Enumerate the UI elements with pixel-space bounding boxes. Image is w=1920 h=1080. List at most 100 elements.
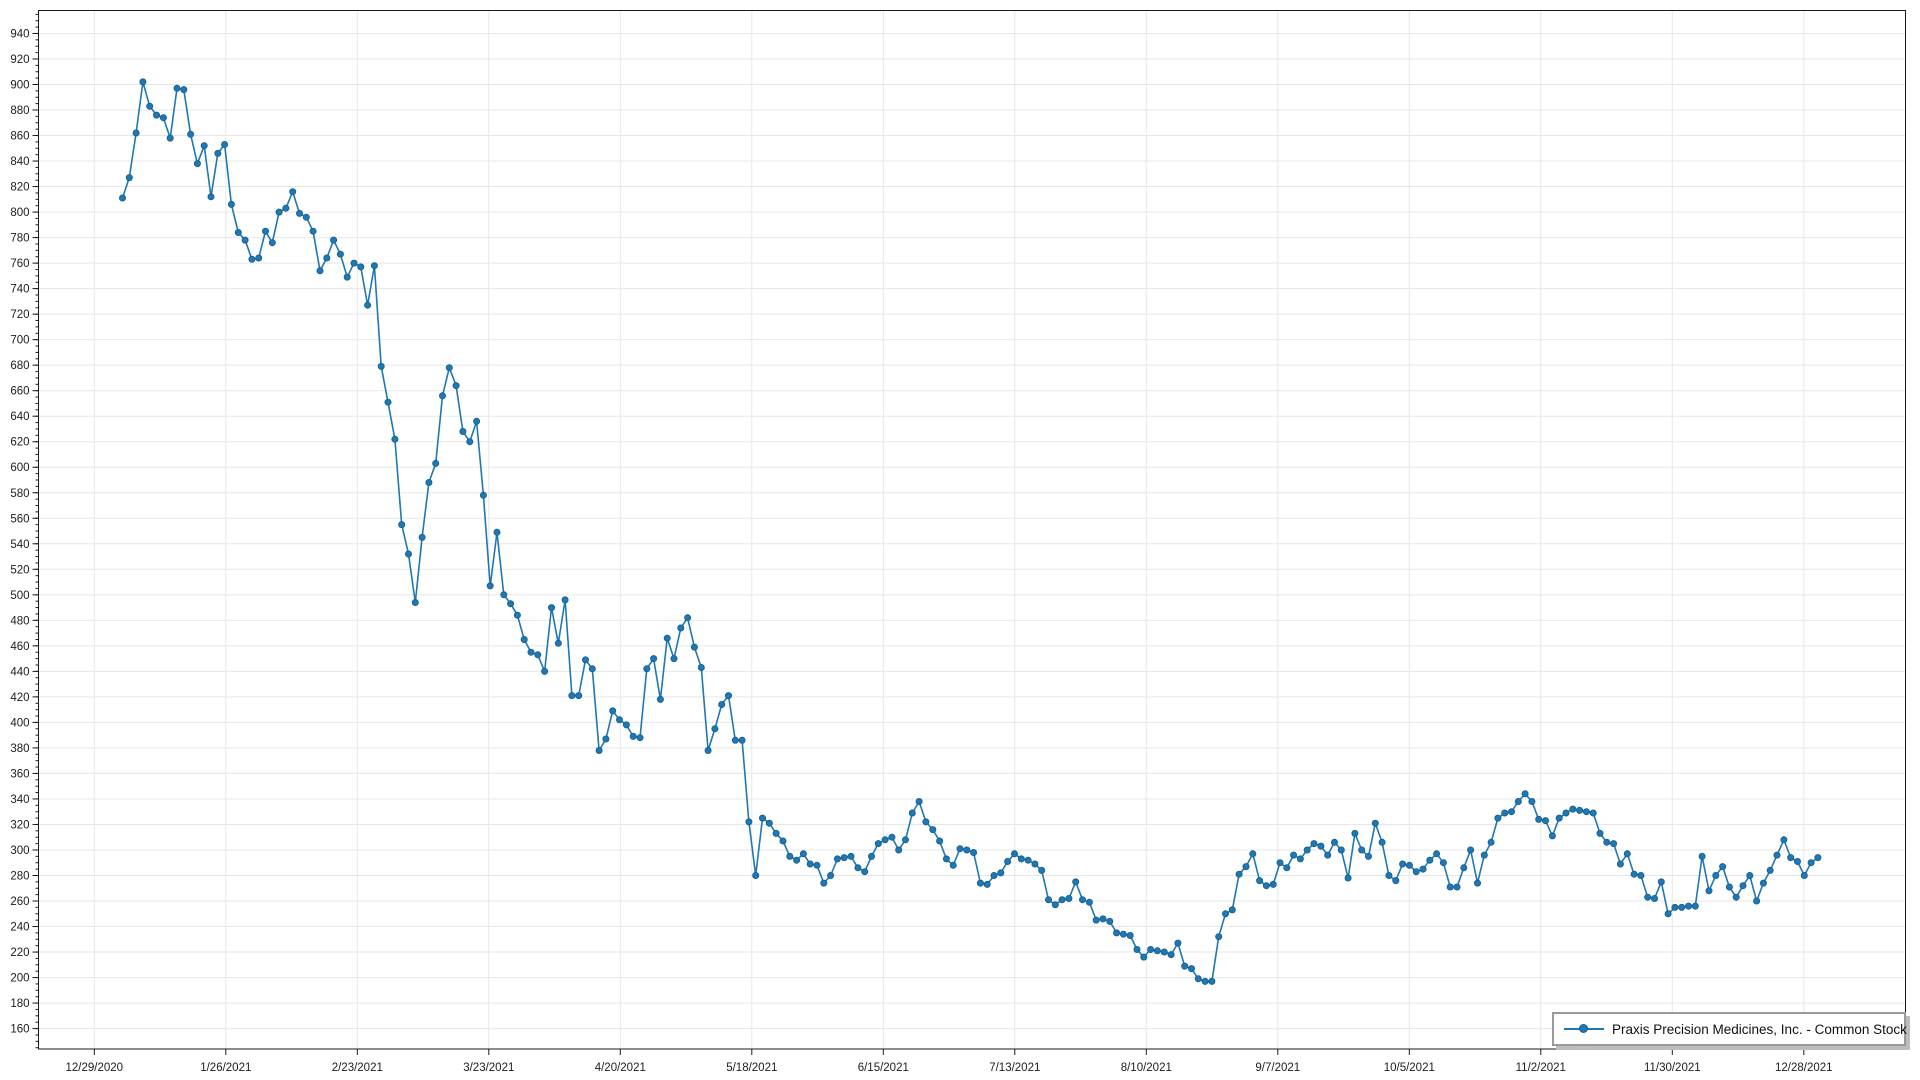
data-point-marker (1085, 898, 1093, 906)
svg-text:900: 900 (10, 79, 29, 91)
svg-text:580: 580 (10, 488, 29, 500)
svg-text:540: 540 (10, 539, 29, 551)
svg-text:340: 340 (10, 794, 29, 806)
data-point-marker (1235, 870, 1243, 878)
data-point-marker (173, 84, 181, 92)
data-point-marker (214, 149, 222, 157)
data-point-marker (1508, 808, 1516, 816)
data-point-marker (1242, 863, 1250, 871)
data-point-marker (193, 160, 201, 168)
data-point-marker (902, 836, 910, 844)
data-point-marker (588, 665, 596, 673)
data-point-marker (1753, 897, 1761, 905)
data-point-marker (976, 879, 984, 887)
svg-text:5/18/2021: 5/18/2021 (726, 1062, 777, 1074)
data-point-marker (990, 872, 998, 880)
data-point-marker (159, 114, 167, 122)
data-point-marker (1644, 893, 1652, 901)
data-point-marker (1024, 856, 1032, 864)
data-point-marker (1181, 962, 1189, 970)
data-point-marker (765, 819, 773, 827)
svg-text:360: 360 (10, 768, 29, 780)
data-point-marker (806, 860, 814, 868)
data-point-marker (1542, 817, 1550, 825)
data-point-marker (1324, 851, 1332, 859)
data-point-marker (323, 254, 331, 262)
data-point-marker (548, 604, 556, 612)
data-point-marker (357, 263, 365, 271)
data-point-marker (1664, 910, 1672, 918)
data-point-marker (1746, 872, 1754, 880)
data-point-marker (1119, 930, 1127, 938)
svg-text:240: 240 (10, 922, 29, 934)
data-point-marker (1113, 929, 1121, 937)
data-point-marker (1521, 790, 1529, 798)
data-point-marker (234, 228, 242, 236)
data-point-marker (1426, 856, 1434, 864)
data-point-marker (1494, 814, 1502, 822)
data-point-marker (602, 735, 610, 743)
data-point-marker (1072, 878, 1080, 886)
svg-text:220: 220 (10, 947, 29, 959)
data-point-marker (1474, 879, 1482, 887)
data-point-marker (1787, 854, 1795, 862)
svg-text:560: 560 (10, 513, 29, 525)
data-point-marker (132, 129, 140, 137)
data-point-marker (1712, 872, 1720, 880)
data-point-marker (1188, 965, 1196, 973)
data-point-marker (479, 491, 487, 499)
data-point-marker (1562, 809, 1570, 817)
svg-text:660: 660 (10, 386, 29, 398)
data-point-marker (1337, 846, 1345, 854)
data-point-marker (1099, 915, 1107, 923)
data-point-marker (1344, 874, 1352, 882)
data-point-marker (200, 142, 208, 150)
data-point-marker (125, 174, 133, 182)
data-point-marker (1167, 951, 1175, 959)
data-point-marker (1535, 815, 1543, 823)
svg-text:920: 920 (10, 54, 29, 66)
data-point-marker (1528, 798, 1536, 806)
data-point-marker (1208, 977, 1216, 985)
data-point-marker (1045, 896, 1053, 904)
data-point-marker (1058, 896, 1066, 904)
data-point-marker (1630, 870, 1638, 878)
svg-text:280: 280 (10, 870, 29, 882)
data-point-marker (377, 362, 385, 370)
data-point-marker (997, 869, 1005, 877)
data-point-marker (207, 193, 215, 201)
data-point-marker (1153, 947, 1161, 955)
data-point-marker (963, 846, 971, 854)
data-point-marker (384, 398, 392, 406)
data-point-marker (255, 254, 263, 262)
data-point-marker (1222, 910, 1230, 918)
data-point-marker (275, 208, 283, 216)
svg-text:860: 860 (10, 131, 29, 143)
data-point-marker (711, 725, 719, 733)
data-point-marker (643, 665, 651, 673)
data-point-marker (1269, 880, 1277, 888)
data-point-marker (1358, 846, 1366, 854)
data-point-marker (670, 655, 678, 663)
data-point-marker (1433, 850, 1441, 858)
data-point-marker (248, 255, 256, 263)
data-point-marker (1290, 851, 1298, 859)
data-point-marker (411, 599, 419, 607)
data-point-marker (295, 209, 303, 217)
svg-text:320: 320 (10, 819, 29, 831)
data-point-marker (1038, 866, 1046, 874)
data-point-marker (1467, 846, 1475, 854)
data-point-marker (1691, 902, 1699, 910)
data-point-marker (1004, 858, 1012, 866)
data-point-marker (1623, 850, 1631, 858)
data-point-marker (425, 478, 433, 486)
svg-text:620: 620 (10, 437, 29, 449)
data-point-marker (1637, 872, 1645, 880)
svg-text:160: 160 (10, 1024, 29, 1036)
data-point-marker (1453, 883, 1461, 891)
data-point-marker (268, 239, 276, 247)
data-point-marker (370, 262, 378, 270)
data-point-marker (1317, 842, 1325, 850)
svg-text:520: 520 (10, 564, 29, 576)
